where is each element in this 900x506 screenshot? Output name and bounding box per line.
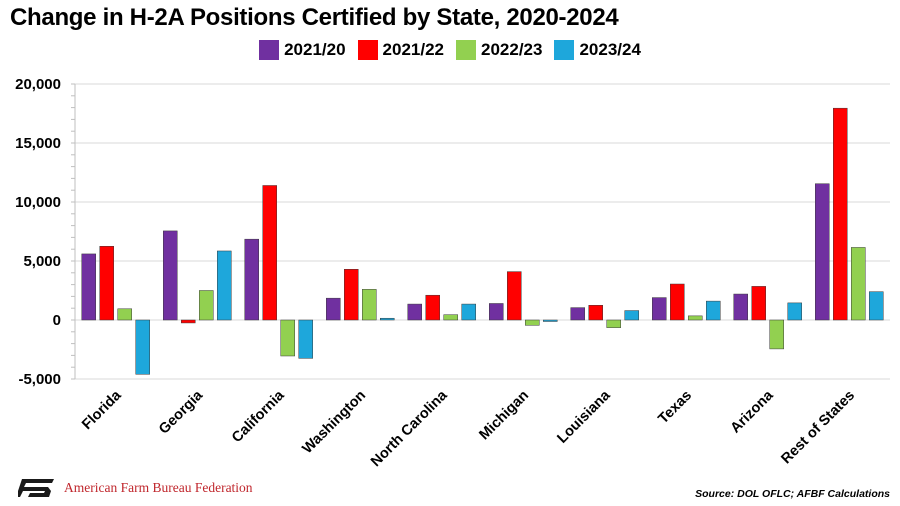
- bar: [280, 319, 295, 357]
- y-tick-label: 10,000: [15, 194, 61, 211]
- legend-swatch: [554, 40, 575, 60]
- bar: [262, 185, 277, 321]
- bar: [787, 302, 802, 321]
- legend-label: 2022/23: [481, 40, 543, 59]
- y-tick-label: 15,000: [15, 135, 61, 152]
- bar: [425, 294, 440, 321]
- legend-item: 2023/24: [554, 40, 641, 60]
- bar: [543, 319, 558, 322]
- bar: [461, 303, 476, 321]
- chart-title: Change in H-2A Positions Certified by St…: [10, 4, 619, 31]
- bar: [588, 305, 603, 321]
- legend-label: 2023/24: [579, 40, 641, 59]
- bar: [624, 310, 639, 321]
- bar: [570, 307, 585, 321]
- y-tick-label: 20,000: [15, 76, 61, 93]
- bar: [199, 290, 214, 321]
- farm-bureau-logo-icon: [18, 479, 54, 497]
- bar: [869, 291, 884, 321]
- bar: [217, 250, 232, 321]
- bar: [688, 315, 703, 321]
- bar: [815, 183, 830, 321]
- bar: [326, 297, 341, 321]
- bar: [733, 293, 748, 321]
- legend-swatch: [259, 40, 280, 60]
- y-tick-label: 0: [53, 312, 61, 329]
- source-note: Source: DOL OFLC; AFBF Calculations: [695, 488, 890, 500]
- x-tick-label: Rest of States: [778, 388, 858, 468]
- bar: [670, 283, 685, 321]
- legend-swatch: [456, 40, 476, 60]
- x-tick-label: Michigan: [476, 388, 532, 444]
- legend-item: 2021/20: [259, 40, 346, 60]
- bar: [380, 317, 395, 321]
- bar: [525, 319, 540, 326]
- bar: [606, 319, 621, 328]
- y-tick-label: 5,000: [23, 253, 61, 270]
- bar: [443, 314, 458, 321]
- legend-item: 2022/23: [456, 40, 542, 60]
- bar: [344, 269, 359, 321]
- x-tick-label: Washington: [299, 388, 369, 458]
- org-name: American Farm Bureau Federation: [64, 480, 253, 495]
- legend-label: 2021/20: [284, 40, 346, 59]
- bar: [99, 246, 114, 321]
- bar: [489, 303, 504, 321]
- bar: [851, 247, 866, 321]
- bar: [135, 319, 150, 375]
- bar: [407, 303, 422, 321]
- bar: [117, 308, 132, 321]
- bar: [298, 319, 313, 359]
- x-tick-label: Texas: [655, 388, 695, 428]
- legend-label: 2021/22: [382, 40, 444, 59]
- bar: [706, 300, 721, 321]
- bar: [751, 286, 766, 321]
- bar: [652, 297, 667, 321]
- bar: [181, 319, 196, 324]
- bar: [244, 238, 259, 321]
- legend-swatch: [357, 40, 378, 60]
- x-tick-label: Arizona: [728, 387, 778, 437]
- x-tick-label: Florida: [79, 387, 125, 433]
- bar: [769, 319, 784, 350]
- chart-legend: 2021/20 2021/22 2022/23 2023/24: [0, 40, 900, 60]
- bar: [81, 253, 96, 321]
- bar: [362, 289, 377, 321]
- x-tick-label: Georgia: [156, 387, 207, 438]
- legend-item: 2021/22: [357, 40, 444, 60]
- x-tick-label: California: [229, 387, 288, 446]
- org-logo: American Farm Bureau Federation: [18, 477, 253, 499]
- y-tick-label: -5,000: [18, 371, 61, 388]
- bar: [833, 107, 848, 321]
- x-tick-label: Louisiana: [554, 387, 614, 447]
- x-tick-label: North Carolina: [368, 387, 451, 470]
- bar: [163, 230, 178, 321]
- bar: [507, 271, 522, 321]
